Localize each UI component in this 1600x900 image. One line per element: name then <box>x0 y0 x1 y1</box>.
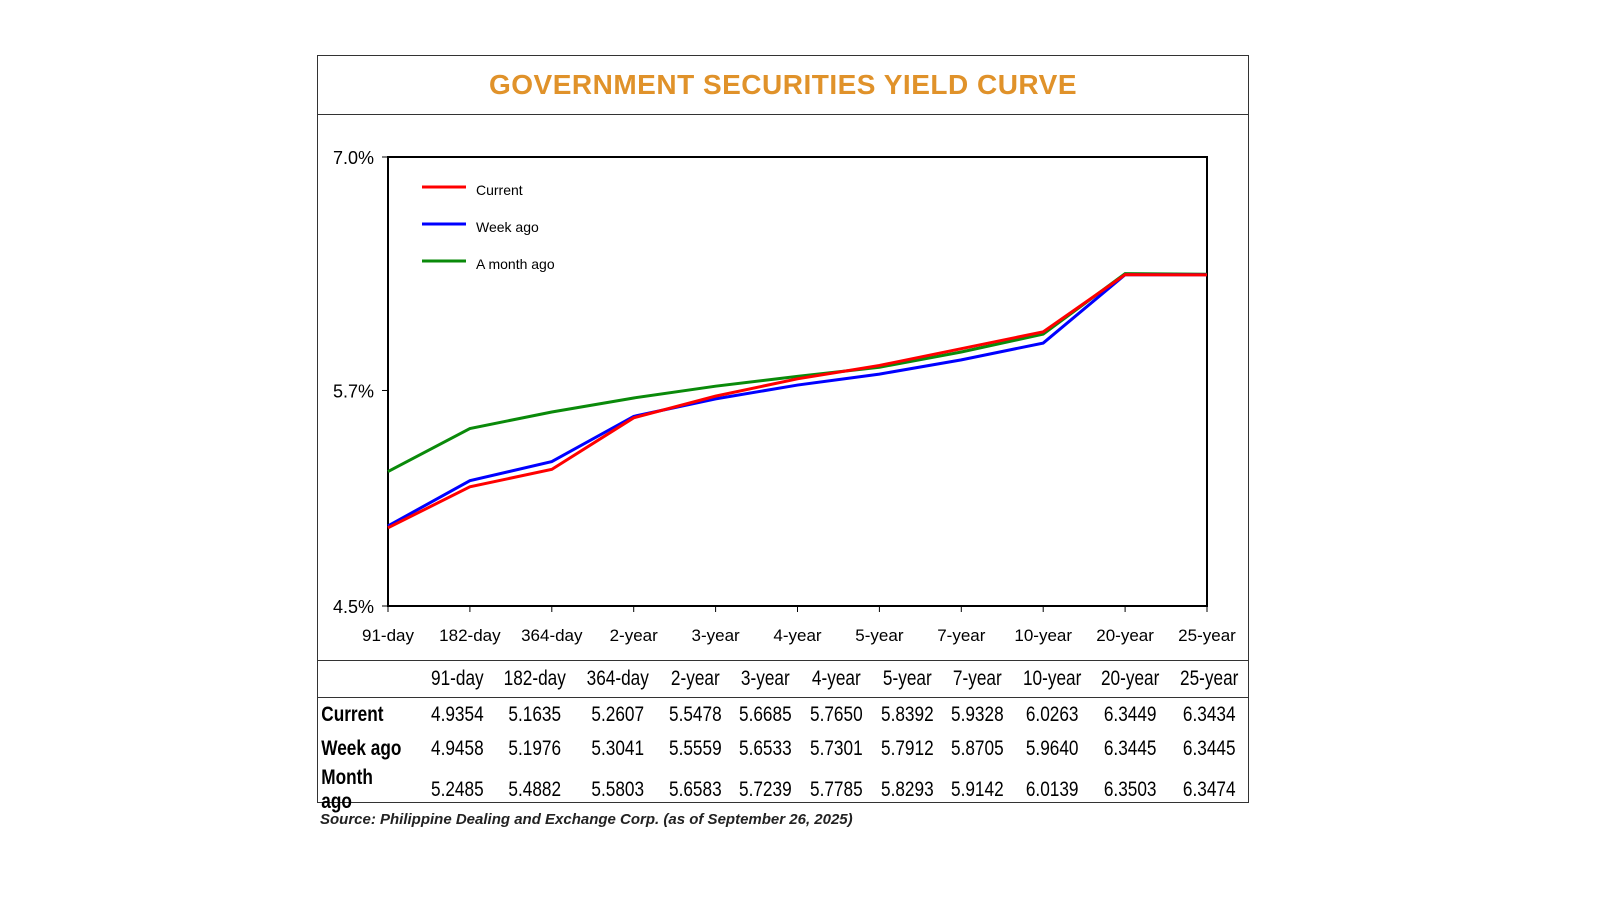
table-cell: 4.9354 <box>430 703 484 726</box>
data-table: 91-day 182-day 364-day 2-year 3-year 4-year 5-… <box>318 660 1248 814</box>
column-header: 3-year <box>741 667 791 690</box>
table-cell: 5.7239 <box>739 778 792 801</box>
table-cell: 5.9328 <box>951 703 1004 726</box>
legend-label: A month ago <box>476 256 555 272</box>
x-tick-label: 10-year <box>1014 626 1072 645</box>
table-cell: 5.7912 <box>880 737 934 760</box>
source-note: Source: Philippine Dealing and Exchange … <box>320 811 853 828</box>
table-cell: 5.6533 <box>739 737 792 760</box>
table-cell: 5.8392 <box>880 703 934 726</box>
column-header: 7-year <box>953 667 1002 690</box>
x-tick-label: 364-day <box>521 626 583 645</box>
column-header: 5-year <box>882 667 932 690</box>
table-cell: 6.3503 <box>1104 778 1157 801</box>
table-cell: 5.4882 <box>508 778 561 801</box>
x-tick-label: 5-year <box>855 626 904 645</box>
table-cell: 5.7301 <box>809 737 863 760</box>
x-tick-label: 182-day <box>439 626 501 645</box>
column-header: 10-year <box>1022 667 1082 690</box>
table-cell: 5.5478 <box>668 703 722 726</box>
table-row: Month ago 5.2485 5.4882 5.5803 5.6583 5.7239 5… <box>318 766 1248 814</box>
column-header: 25-year <box>1179 667 1238 690</box>
column-header: 91-day <box>430 667 484 690</box>
table-cell: 5.3041 <box>591 737 645 760</box>
table-cell: 5.1976 <box>508 737 561 760</box>
y-tick-label: 4.5% <box>333 597 374 617</box>
x-tick-label: 91-day <box>362 626 414 645</box>
chart-title: GOVERNMENT SECURITIES YIELD CURVE <box>318 56 1248 115</box>
table-row: Current 4.9354 5.1635 5.2607 5.5478 5.6685 5.7… <box>318 698 1248 733</box>
legend-label: Week ago <box>476 219 539 235</box>
x-tick-label: 4-year <box>773 626 822 645</box>
table-cell: 5.2607 <box>591 703 645 726</box>
table-cell: 5.5559 <box>668 737 722 760</box>
column-header: 2-year <box>670 667 720 690</box>
y-tick-label: 5.7% <box>333 381 374 401</box>
table-cell: 5.6583 <box>668 778 722 801</box>
chart-frame: GOVERNMENT SECURITIES YIELD CURVE <box>317 55 1249 803</box>
column-header: 364-day <box>586 667 649 690</box>
table-cell: 5.7650 <box>809 703 863 726</box>
table-cell: 6.3449 <box>1104 703 1157 726</box>
table-cell: 6.0139 <box>1025 778 1079 801</box>
table-row: Week ago 4.9458 5.1976 5.3041 5.5559 5.6533 5.… <box>318 732 1248 766</box>
table-cell: 6.3434 <box>1182 703 1236 726</box>
row-label: Month ago <box>321 766 373 813</box>
x-tick-label: 25-year <box>1178 626 1236 645</box>
row-label: Current <box>321 703 384 726</box>
table-cell: 5.5803 <box>591 778 645 801</box>
table-cell: 5.8293 <box>880 778 934 801</box>
table-cell: 5.6685 <box>739 703 792 726</box>
series-line-week-ago <box>387 273 1207 528</box>
x-tick-label: 3-year <box>692 626 741 645</box>
x-tick-label: 7-year <box>937 626 986 645</box>
table-cell: 5.9142 <box>951 778 1004 801</box>
x-tick-label: 2-year <box>610 626 659 645</box>
line-chart: 7.0% 5.7% 4.5% 91-day 182-day 364-day 2-year 3-… <box>333 148 1236 645</box>
table-cell: 6.3474 <box>1182 778 1236 801</box>
table-cell: 4.9458 <box>430 737 484 760</box>
column-header: 4-year <box>811 667 861 690</box>
column-header: 182-day <box>503 667 566 690</box>
table-cell: 5.2485 <box>430 778 484 801</box>
table-cell: 5.1635 <box>508 703 561 726</box>
legend-label: Current <box>476 182 523 198</box>
table-cell: 5.8705 <box>951 737 1004 760</box>
table-header-row: 91-day 182-day 364-day 2-year 3-year 4-year 5-… <box>318 660 1248 698</box>
table-cell: 6.0263 <box>1025 703 1079 726</box>
table-cell: 6.3445 <box>1182 737 1236 760</box>
table-cell: 5.7785 <box>809 778 863 801</box>
table-cell: 6.3445 <box>1104 737 1157 760</box>
column-header: 20-year <box>1101 667 1160 690</box>
series-line-current <box>387 273 1208 530</box>
row-label: Week ago <box>321 737 402 760</box>
x-tick-label: 20-year <box>1096 626 1154 645</box>
y-tick-label: 7.0% <box>333 148 374 168</box>
table-cell: 5.9640 <box>1025 737 1079 760</box>
